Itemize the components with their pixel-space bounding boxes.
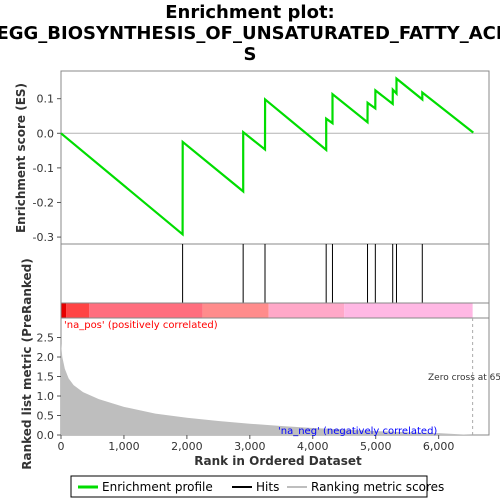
neg-correlated-label: 'na_neg' (negatively correlated) bbox=[278, 426, 437, 437]
es-ytick-label: 0.0 bbox=[37, 127, 55, 140]
chart-title-line-3: S bbox=[244, 44, 257, 65]
zero-cross-label: Zero cross at 6540 bbox=[428, 373, 500, 383]
ranked-metric-panel: 0.0 0.5 1.0 1.5 2.0 2.5 0 1,000 2,000 3,000 4,000 5… bbox=[37, 317, 490, 453]
es-ytick-label: -0.3 bbox=[33, 231, 54, 244]
metric-xtick-label: 1,000 bbox=[108, 440, 140, 453]
es-plot-frame bbox=[60, 70, 490, 245]
color-bar-segment bbox=[344, 303, 473, 318]
metric-xlabel: Rank in Ordered Dataset bbox=[194, 454, 362, 468]
es-ytick-label: -0.1 bbox=[33, 162, 54, 175]
hits-panel bbox=[60, 243, 490, 304]
pos-correlated-label: 'na_pos' (positively correlated) bbox=[64, 320, 218, 331]
color-bar-segment bbox=[268, 303, 345, 318]
hits-frame bbox=[60, 243, 490, 304]
chart-title-line-2: KEGG_BIOSYNTHESIS_OF_UNSATURATED_FATTY_A… bbox=[0, 23, 500, 44]
metric-ytick-label: 1.5 bbox=[37, 371, 55, 384]
enrichment-profile-line bbox=[60, 76, 474, 237]
ranking-color-bar bbox=[60, 302, 490, 319]
color-bar-segment bbox=[89, 303, 203, 318]
metric-xtick-label: 4,000 bbox=[297, 440, 329, 453]
legend-label-enrichment-profile: Enrichment profile bbox=[102, 480, 213, 494]
metric-xtick-label: 2,000 bbox=[171, 440, 203, 453]
es-ylabel: Enrichment score (ES) bbox=[14, 83, 28, 233]
es-ytick-label: 0.1 bbox=[37, 93, 55, 106]
chart-title-line-1: Enrichment plot: bbox=[165, 2, 335, 23]
metric-ytick-label: 0.0 bbox=[37, 429, 55, 442]
color-bar-segment bbox=[61, 303, 67, 318]
legend: Enrichment profile Hits Ranking metric s… bbox=[70, 475, 444, 498]
metric-ytick-label: 1.0 bbox=[37, 390, 55, 403]
es-ytick-label: -0.2 bbox=[33, 196, 54, 209]
legend-label-ranking-metric: Ranking metric scores bbox=[311, 480, 444, 494]
metric-xtick-label: 3,000 bbox=[234, 440, 266, 453]
metric-xtick-label: 0 bbox=[58, 440, 65, 453]
metric-xtick-label: 5,000 bbox=[360, 440, 392, 453]
color-bar-segment bbox=[202, 303, 269, 318]
metric-ytick-label: 2.0 bbox=[37, 351, 55, 364]
metric-ylabel: Ranked list metric (PreRanked) bbox=[20, 258, 34, 470]
enrichment-score-panel: -0.3 -0.2 -0.1 0.0 0.1 bbox=[33, 70, 490, 245]
legend-label-hits: Hits bbox=[256, 480, 279, 494]
metric-ytick-label: 2.5 bbox=[37, 332, 55, 345]
ranking-metric-area bbox=[61, 343, 473, 435]
metric-ytick-label: 0.5 bbox=[37, 410, 55, 423]
color-bar-segment bbox=[66, 303, 90, 318]
metric-xtick-label: 6,000 bbox=[423, 440, 455, 453]
